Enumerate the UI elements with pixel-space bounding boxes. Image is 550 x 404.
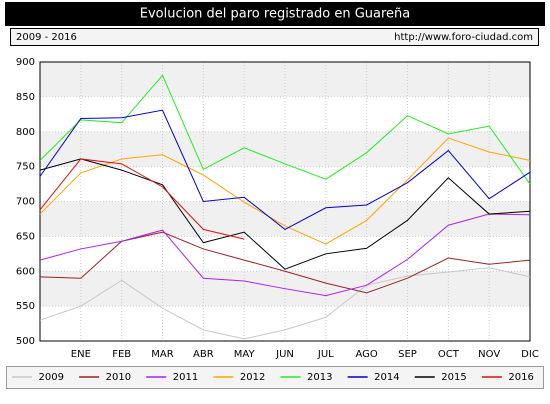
legend-label: 2013 <box>307 372 332 383</box>
series-line <box>39 74 531 185</box>
series-line <box>39 137 531 245</box>
plot-frame <box>39 61 531 342</box>
legend-label: 2016 <box>508 372 533 383</box>
series-line <box>39 109 531 230</box>
x-tick-label: JUL <box>317 349 334 360</box>
x-tick-label: MAY <box>234 349 256 360</box>
y-tick-label: 800 <box>16 127 35 138</box>
subtitle-box <box>10 28 539 46</box>
x-tick-label: OCT <box>438 349 460 360</box>
grid-band <box>40 62 530 97</box>
chart-title: Evolucion del paro registrado en Guareña <box>140 7 411 22</box>
legend-label: 2014 <box>374 372 399 383</box>
legend-box <box>6 366 544 389</box>
y-tick-label: 750 <box>16 162 35 173</box>
x-tick-label: ENE <box>71 349 91 360</box>
x-tick-label: NOV <box>478 349 500 360</box>
legend-label: 2015 <box>441 372 466 383</box>
y-tick-label: 900 <box>16 57 35 68</box>
series-line <box>39 158 245 240</box>
x-tick-label: SEP <box>398 349 417 360</box>
legend-label: 2012 <box>240 372 265 383</box>
y-tick-label: 700 <box>16 197 35 208</box>
x-tick-label: JUN <box>275 349 294 360</box>
x-tick-label: ABR <box>193 349 214 360</box>
y-tick-label: 850 <box>16 92 35 103</box>
x-tick-label: MAR <box>151 349 173 360</box>
y-tick-label: 500 <box>16 336 35 347</box>
title-bar <box>5 2 545 26</box>
legend-label: 2009 <box>39 372 64 383</box>
legend-label: 2010 <box>106 372 131 383</box>
legend-label: 2011 <box>173 372 198 383</box>
series-line <box>39 213 531 297</box>
x-tick-label: FEB <box>112 349 131 360</box>
x-tick-label: DIC <box>521 349 539 360</box>
y-tick-label: 550 <box>16 301 35 312</box>
y-tick-label: 650 <box>16 231 35 242</box>
series-line <box>39 267 531 340</box>
subtitle: 2009 - 2016 <box>16 32 77 43</box>
series-line <box>39 158 531 270</box>
source: http://www.foro-ciudad.com <box>394 32 533 43</box>
y-tick-label: 600 <box>16 266 35 277</box>
x-tick-label: AGO <box>356 349 378 360</box>
